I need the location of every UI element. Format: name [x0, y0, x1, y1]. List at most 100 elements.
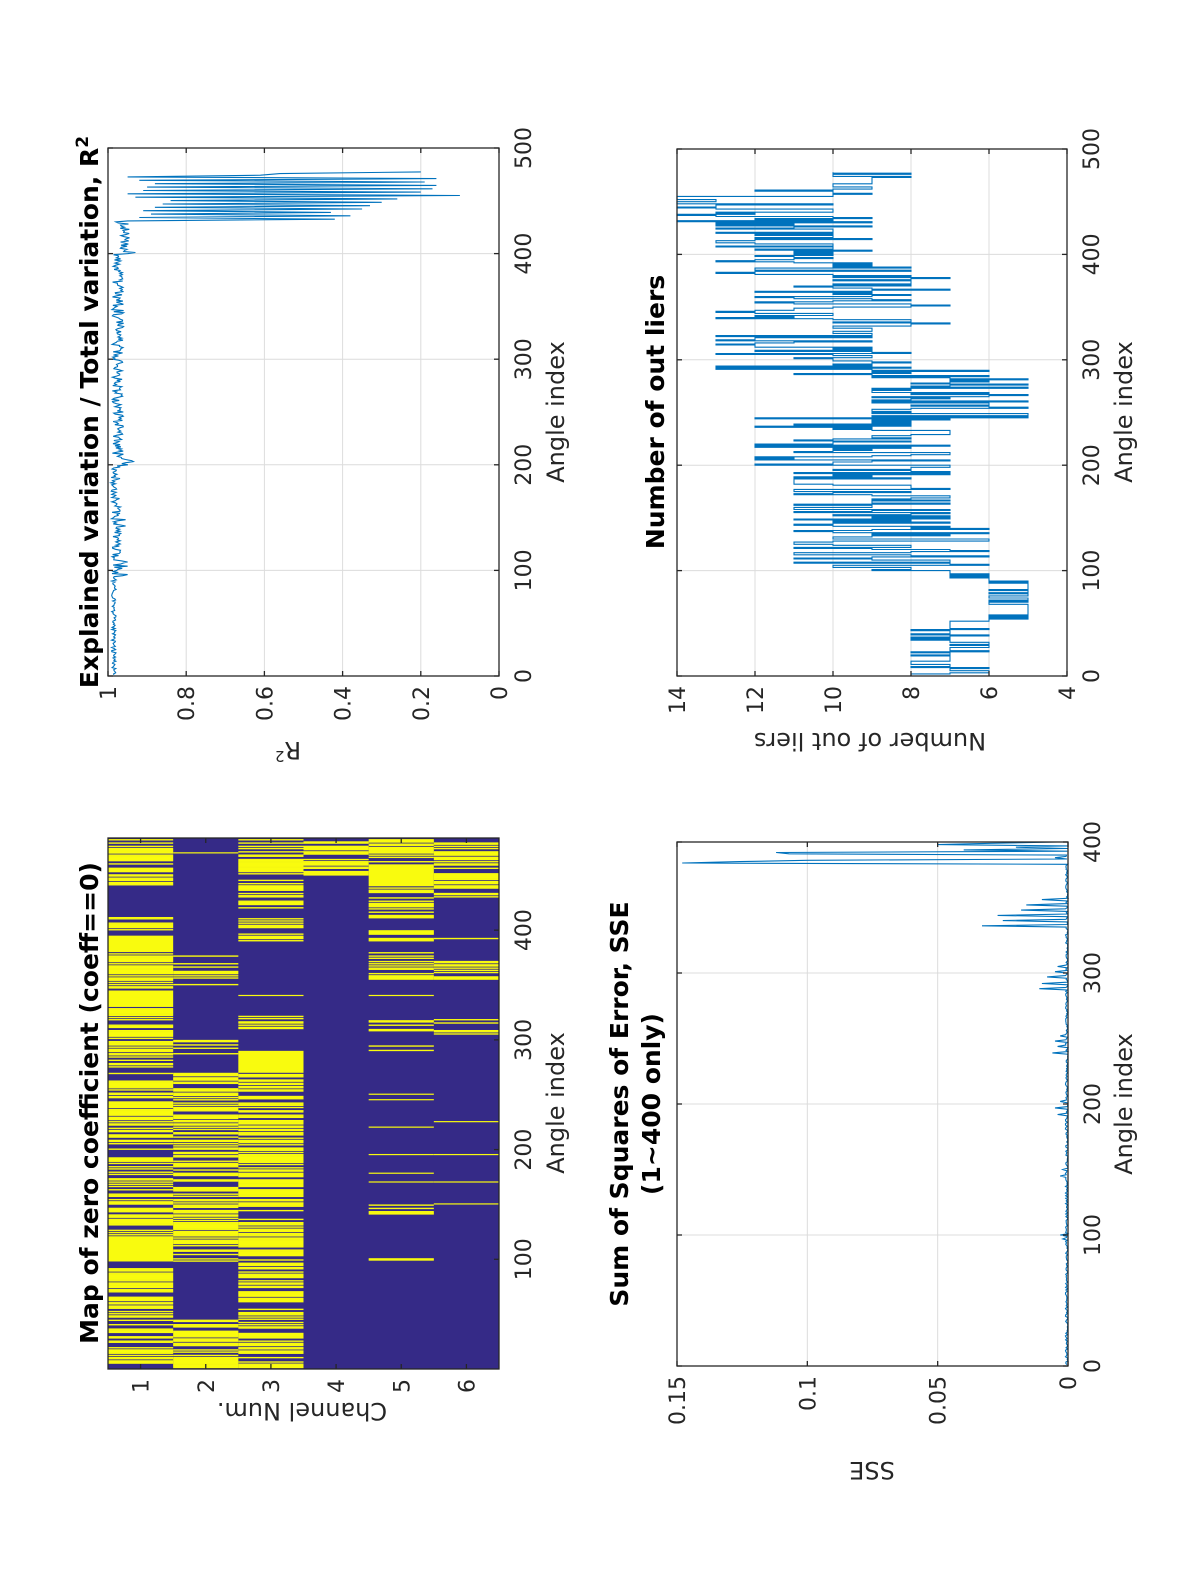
heatmap-cell: [108, 1009, 174, 1011]
heatmap-cell: [108, 1209, 174, 1212]
heatmap-cell: [173, 1136, 239, 1138]
heatmap-cell: [238, 1110, 304, 1112]
heatmap-cell: [368, 963, 434, 965]
heatmap-cell: [108, 1025, 174, 1028]
heatmap-cell: [368, 903, 434, 906]
heatmap-cell: [238, 1285, 304, 1288]
heatmap-cell: [108, 1111, 174, 1113]
heatmap-cell: [173, 1225, 239, 1227]
heatmap-cell: [108, 990, 174, 1007]
heatmap-cell: [238, 1160, 304, 1162]
heatmap-cell: [173, 1349, 239, 1351]
heatmap-cell: [108, 1042, 174, 1044]
heatmap-cell: [433, 1121, 499, 1123]
heatmap-cell: [108, 851, 174, 853]
heatmap-cell: [368, 850, 434, 852]
heatmap-cell: [238, 1050, 304, 1073]
heatmap-cell: [238, 1232, 304, 1235]
heatmap-cell: [108, 1118, 174, 1121]
heatmap-cell: [368, 1181, 434, 1183]
heatmap-cell: [108, 1043, 174, 1045]
heatmap-cell: [433, 864, 499, 866]
heatmap-cell: [303, 845, 369, 848]
heatmap-cell: [108, 970, 174, 973]
heatmap-cell: [173, 1089, 239, 1091]
heatmap-cell: [108, 1046, 174, 1048]
heatmap-cell: [433, 1033, 499, 1035]
heatmap-cell: [238, 1179, 304, 1181]
heatmap-cell: [108, 1012, 174, 1014]
heatmap-cell: [238, 851, 304, 853]
heatmap-cell: [108, 975, 174, 977]
heatmap-cell: [108, 1082, 174, 1085]
heatmap-cell: [238, 1229, 304, 1232]
heatmap-cell: [238, 1202, 304, 1204]
heatmap-cell: [108, 979, 174, 981]
heatmap-cell: [108, 1360, 174, 1362]
heatmap-cell: [368, 847, 434, 850]
heatmap-cell: [303, 842, 369, 844]
heatmap-cell: [108, 870, 174, 873]
heatmap-cell: [238, 1237, 304, 1239]
angle-tick-label: 200: [1080, 444, 1105, 486]
heatmap-cell: [108, 1183, 174, 1185]
heatmap-cell: [108, 1053, 174, 1055]
heatmap-cell: [173, 1163, 239, 1166]
heatmap-cell: [238, 1294, 304, 1296]
heatmap-cell: [173, 1338, 239, 1340]
value-tick-label: 0.1: [796, 1376, 821, 1411]
heatmap-cell: [238, 1264, 304, 1267]
heatmap-cell: [108, 1220, 174, 1223]
heatmap-cell: [173, 1258, 239, 1260]
heatmap-cell: [173, 1074, 239, 1077]
heatmap-cell: [108, 1316, 174, 1318]
heatmap-cell: [238, 864, 304, 866]
heatmap-cell: [173, 1081, 239, 1083]
heatmap-cell: [173, 1336, 239, 1338]
heatmap-cell: [433, 881, 499, 884]
heatmap-cell: [173, 1344, 239, 1347]
heatmap-cell: [238, 1184, 304, 1187]
heatmap-cell: [433, 885, 499, 887]
heatmap-cell: [238, 1104, 304, 1106]
heatmap-cell: [173, 1088, 239, 1090]
heatmap-cell: [238, 1155, 304, 1157]
map-angle-label: Angle index: [542, 1032, 570, 1174]
heatmap-cell: [108, 1056, 174, 1058]
heatmap-cell: [108, 1066, 174, 1068]
heatmap-cell: [238, 1085, 304, 1088]
heatmap-cell: [368, 975, 434, 977]
value-tick-label: 6: [978, 686, 1003, 700]
heatmap-cell: [108, 1123, 174, 1125]
angle-tick-label: 100: [512, 549, 537, 591]
outliers-plot: 0 100 200 300 400 500 14 12 10 8 6 4 Number of out …: [641, 128, 1138, 755]
heatmap-cell: [108, 1231, 174, 1234]
heatmap-cell: [173, 1166, 239, 1168]
heatmap-cell: [238, 1116, 304, 1119]
heatmap-cell: [238, 1161, 304, 1164]
heatmap-cell: [238, 1114, 304, 1116]
heatmap-cell: [108, 1033, 174, 1035]
heatmap-cell: [238, 1254, 304, 1257]
heatmap-cell: [108, 1050, 174, 1053]
heatmap-cell: [108, 1181, 174, 1183]
heatmap-cell: [368, 908, 434, 910]
heatmap-cell: [173, 1205, 239, 1207]
angle-tick-label: 0: [1080, 669, 1105, 683]
heatmap-cell: [238, 1149, 304, 1151]
angle-tick-label: 500: [1080, 128, 1105, 170]
heatmap-cell: [108, 983, 174, 986]
heatmap-cell: [238, 1286, 304, 1289]
heatmap-cell: [238, 1351, 304, 1353]
heatmap-cell: [433, 880, 499, 883]
heatmap-cell: [238, 1238, 304, 1240]
heatmap-cell: [238, 1334, 304, 1337]
heatmap-cell: [108, 1106, 174, 1109]
heatmap-cell: [368, 933, 434, 935]
heatmap-cell: [238, 1348, 304, 1350]
heatmap-cell: [238, 1193, 304, 1195]
heatmap-cell: [108, 1274, 174, 1277]
heatmap-cell: [433, 971, 499, 974]
heatmap-cell: [173, 1245, 239, 1247]
heatmap-cell: [108, 1269, 174, 1271]
